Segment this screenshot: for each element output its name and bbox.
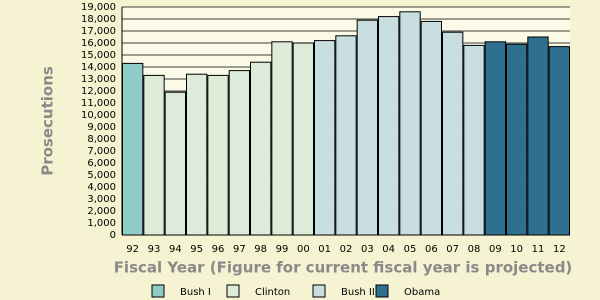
- legend-swatch: [151, 284, 165, 298]
- legend-label: Bush II: [341, 287, 375, 298]
- x-tick-label: 96: [212, 244, 225, 255]
- x-tick-label: 09: [489, 244, 502, 255]
- bar: [484, 41, 506, 236]
- bar: [356, 19, 378, 236]
- bar: [186, 73, 208, 236]
- x-tick-label: 98: [254, 244, 267, 255]
- y-tick-label: 10,000: [81, 110, 116, 121]
- x-axis-title: Fiscal Year (Figure for current fiscal y…: [114, 259, 573, 277]
- legend-swatch: [375, 284, 389, 298]
- bar: [122, 62, 144, 236]
- bar: [207, 74, 229, 236]
- bar: [228, 70, 251, 236]
- x-tick-label: 10: [510, 244, 523, 255]
- bar: [463, 44, 485, 236]
- legend-swatch: [226, 284, 240, 298]
- y-tick-label: 0: [110, 230, 116, 241]
- y-tick-label: 11,000: [81, 98, 116, 109]
- y-tick-label: 5,000: [87, 170, 116, 181]
- y-tick-label: 1,000: [87, 218, 116, 229]
- y-tick-label: 18,000: [81, 14, 116, 25]
- y-tick-label: 16,000: [81, 38, 116, 49]
- bar: [271, 41, 293, 236]
- legend-swatch: [312, 284, 326, 298]
- x-tick-label: 93: [148, 244, 161, 255]
- legend-label: Clinton: [255, 287, 290, 298]
- y-tick-label: 9,000: [87, 122, 116, 133]
- bar: [506, 43, 528, 236]
- bar: [143, 74, 165, 236]
- bar: [378, 16, 400, 236]
- y-tick-label: 14,000: [81, 62, 116, 73]
- x-tick-label: 08: [468, 244, 481, 255]
- y-tick-label: 19,000: [81, 2, 116, 13]
- x-tick-label: 92: [126, 244, 139, 255]
- y-tick-label: 7,000: [87, 146, 116, 157]
- x-tick-label: 12: [553, 244, 566, 255]
- y-tick-label: 3,000: [87, 194, 116, 205]
- y-tick-label: 4,000: [87, 182, 116, 193]
- x-tick-label: 05: [404, 244, 417, 255]
- y-tick-label: 2,000: [87, 206, 116, 217]
- x-tick-label: 03: [361, 244, 374, 255]
- bar: [250, 61, 272, 236]
- y-tick-label: 8,000: [87, 134, 116, 145]
- bar: [399, 11, 421, 236]
- x-tick-label: 04: [382, 244, 395, 255]
- x-tick-label: 01: [318, 244, 331, 255]
- bar: [292, 42, 314, 236]
- bar: [548, 46, 571, 236]
- y-axis-title: Prosecutions: [39, 66, 57, 176]
- bar: [420, 20, 442, 236]
- legend-label: Bush I: [180, 287, 211, 298]
- x-tick-label: 11: [532, 244, 545, 255]
- y-tick-label: 12,000: [81, 86, 116, 97]
- bar: [335, 35, 357, 236]
- y-tick-label: 6,000: [87, 158, 116, 169]
- x-tick-label: 00: [297, 244, 310, 255]
- x-tick-label: 99: [276, 244, 289, 255]
- x-tick-label: 95: [190, 244, 203, 255]
- legend-label: Obama: [404, 287, 440, 298]
- bar: [442, 31, 464, 236]
- y-tick-label: 17,000: [81, 26, 116, 37]
- y-tick-label: 13,000: [81, 74, 116, 85]
- x-tick-label: 97: [233, 244, 246, 255]
- y-tick-label: 15,000: [81, 50, 116, 61]
- x-tick-label: 94: [169, 244, 182, 255]
- x-tick-label: 06: [425, 244, 438, 255]
- x-tick-label: 02: [340, 244, 353, 255]
- bar: [314, 40, 336, 236]
- bar: [527, 36, 549, 236]
- x-tick-label: 07: [446, 244, 459, 255]
- bar: [164, 91, 187, 236]
